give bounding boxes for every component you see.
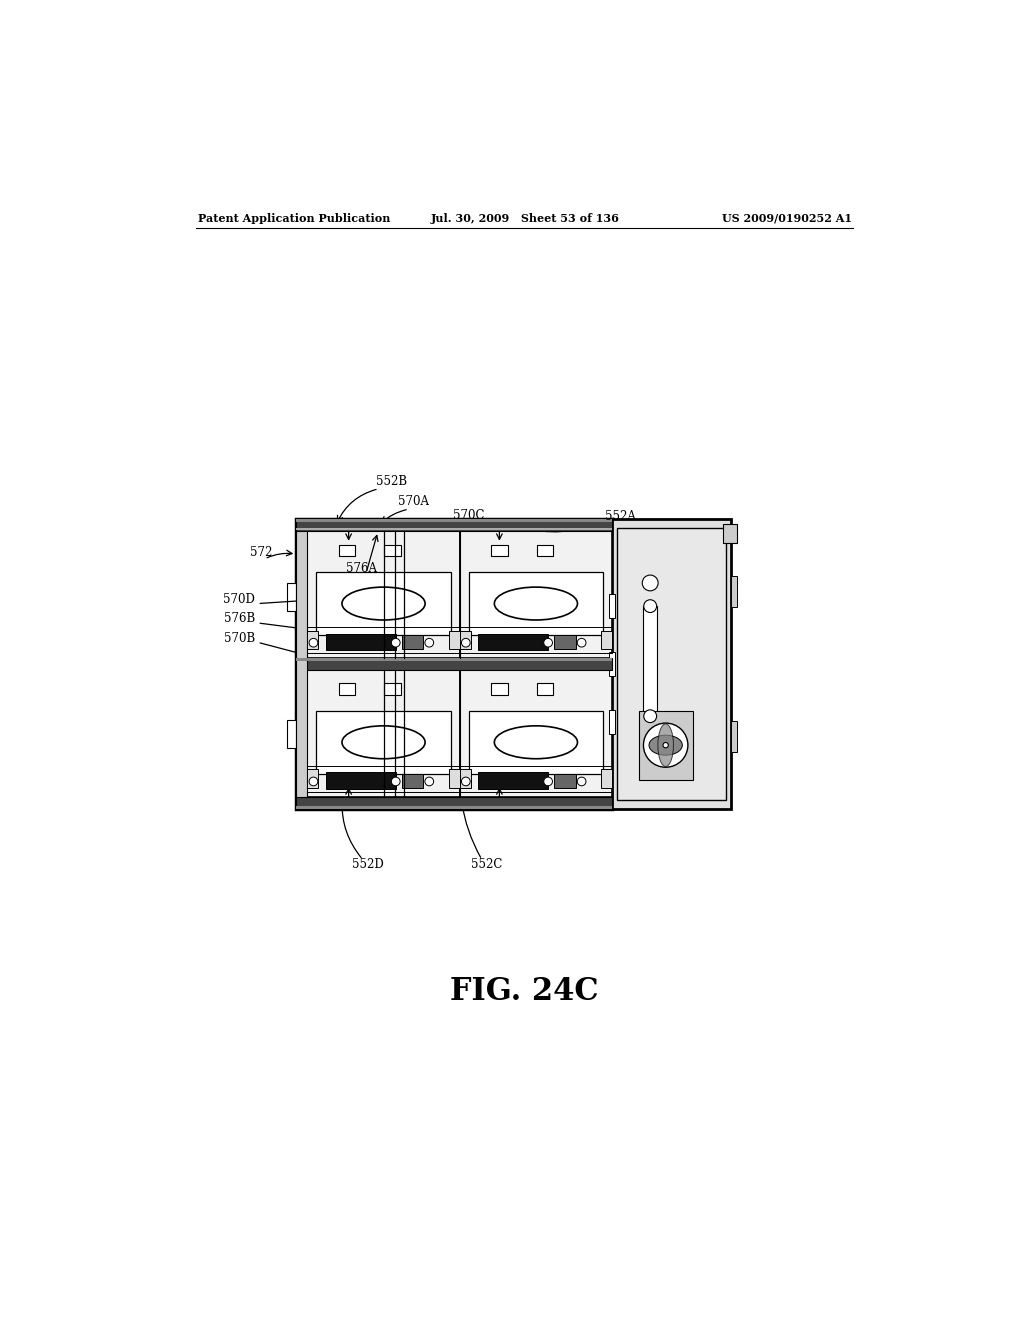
Bar	[601, 770, 612, 788]
Bar	[469, 572, 603, 635]
Bar	[296, 519, 612, 532]
Text: 552C: 552C	[471, 858, 503, 871]
Text: 570A: 570A	[398, 495, 429, 508]
Bar	[316, 710, 451, 774]
Bar	[384, 545, 401, 556]
Circle shape	[642, 576, 658, 591]
Bar	[296, 519, 612, 523]
Bar	[296, 528, 612, 529]
Bar	[287, 719, 296, 748]
Text: 552A: 552A	[604, 510, 636, 523]
Bar	[449, 770, 460, 788]
Circle shape	[391, 639, 400, 647]
Bar	[478, 772, 548, 789]
Bar	[326, 772, 395, 789]
Circle shape	[578, 777, 586, 785]
Bar	[537, 545, 553, 556]
Bar	[296, 519, 612, 809]
Bar	[639, 710, 692, 780]
Ellipse shape	[495, 587, 578, 620]
Text: US 2009/0190252 A1: US 2009/0190252 A1	[722, 213, 852, 224]
Bar	[537, 684, 553, 694]
Bar	[490, 684, 508, 694]
Text: Jul. 30, 2009   Sheet 53 of 136: Jul. 30, 2009 Sheet 53 of 136	[430, 213, 620, 224]
Circle shape	[544, 639, 553, 647]
Bar	[612, 519, 731, 809]
Text: 570B: 570B	[223, 632, 255, 644]
Text: 552D: 552D	[352, 858, 384, 871]
Bar	[339, 684, 355, 694]
Text: 576A: 576A	[346, 561, 377, 574]
Bar	[469, 710, 603, 774]
Circle shape	[644, 599, 656, 612]
Ellipse shape	[495, 726, 578, 759]
Bar	[296, 797, 612, 809]
Circle shape	[544, 777, 553, 785]
Bar	[601, 631, 612, 649]
Circle shape	[578, 639, 586, 647]
Bar	[609, 652, 615, 676]
Bar	[307, 631, 318, 649]
Bar	[731, 577, 737, 607]
Bar	[307, 770, 318, 788]
Ellipse shape	[342, 726, 425, 759]
Bar	[490, 545, 508, 556]
Bar	[460, 671, 612, 797]
Ellipse shape	[342, 587, 425, 620]
Bar	[554, 774, 575, 788]
Bar	[296, 532, 307, 797]
Bar	[460, 631, 471, 649]
Bar	[554, 635, 575, 649]
Text: FIG. 24C: FIG. 24C	[451, 977, 599, 1007]
Bar	[643, 606, 657, 717]
Bar	[401, 635, 423, 649]
Circle shape	[309, 777, 317, 785]
Bar	[339, 545, 355, 556]
Bar	[287, 583, 296, 611]
Circle shape	[309, 639, 317, 647]
Bar	[384, 684, 401, 694]
Circle shape	[644, 710, 656, 722]
Bar	[316, 572, 451, 635]
Bar	[296, 657, 612, 661]
Text: Patent Application Publication: Patent Application Publication	[198, 213, 390, 224]
Circle shape	[425, 639, 433, 647]
Bar	[296, 805, 612, 809]
Bar	[460, 770, 471, 788]
Bar	[460, 532, 612, 657]
Text: 572: 572	[250, 546, 272, 560]
Bar	[609, 594, 615, 618]
Bar	[478, 634, 548, 651]
Bar	[616, 528, 726, 800]
Circle shape	[462, 639, 470, 647]
Bar	[723, 524, 737, 543]
Text: 570C: 570C	[454, 508, 485, 521]
Circle shape	[462, 777, 470, 785]
Ellipse shape	[657, 723, 674, 767]
Bar	[609, 710, 615, 734]
Text: 552B: 552B	[376, 475, 407, 488]
Circle shape	[425, 777, 433, 785]
Text: 570D: 570D	[223, 593, 255, 606]
Bar	[296, 657, 612, 671]
Bar	[307, 532, 460, 657]
Bar	[731, 721, 737, 751]
Bar	[401, 774, 423, 788]
Text: 576B: 576B	[223, 612, 255, 626]
Bar	[449, 631, 460, 649]
Ellipse shape	[649, 735, 682, 755]
Circle shape	[391, 777, 400, 785]
Circle shape	[643, 723, 688, 767]
Bar	[326, 634, 395, 651]
Bar	[307, 671, 460, 797]
Circle shape	[663, 743, 669, 748]
